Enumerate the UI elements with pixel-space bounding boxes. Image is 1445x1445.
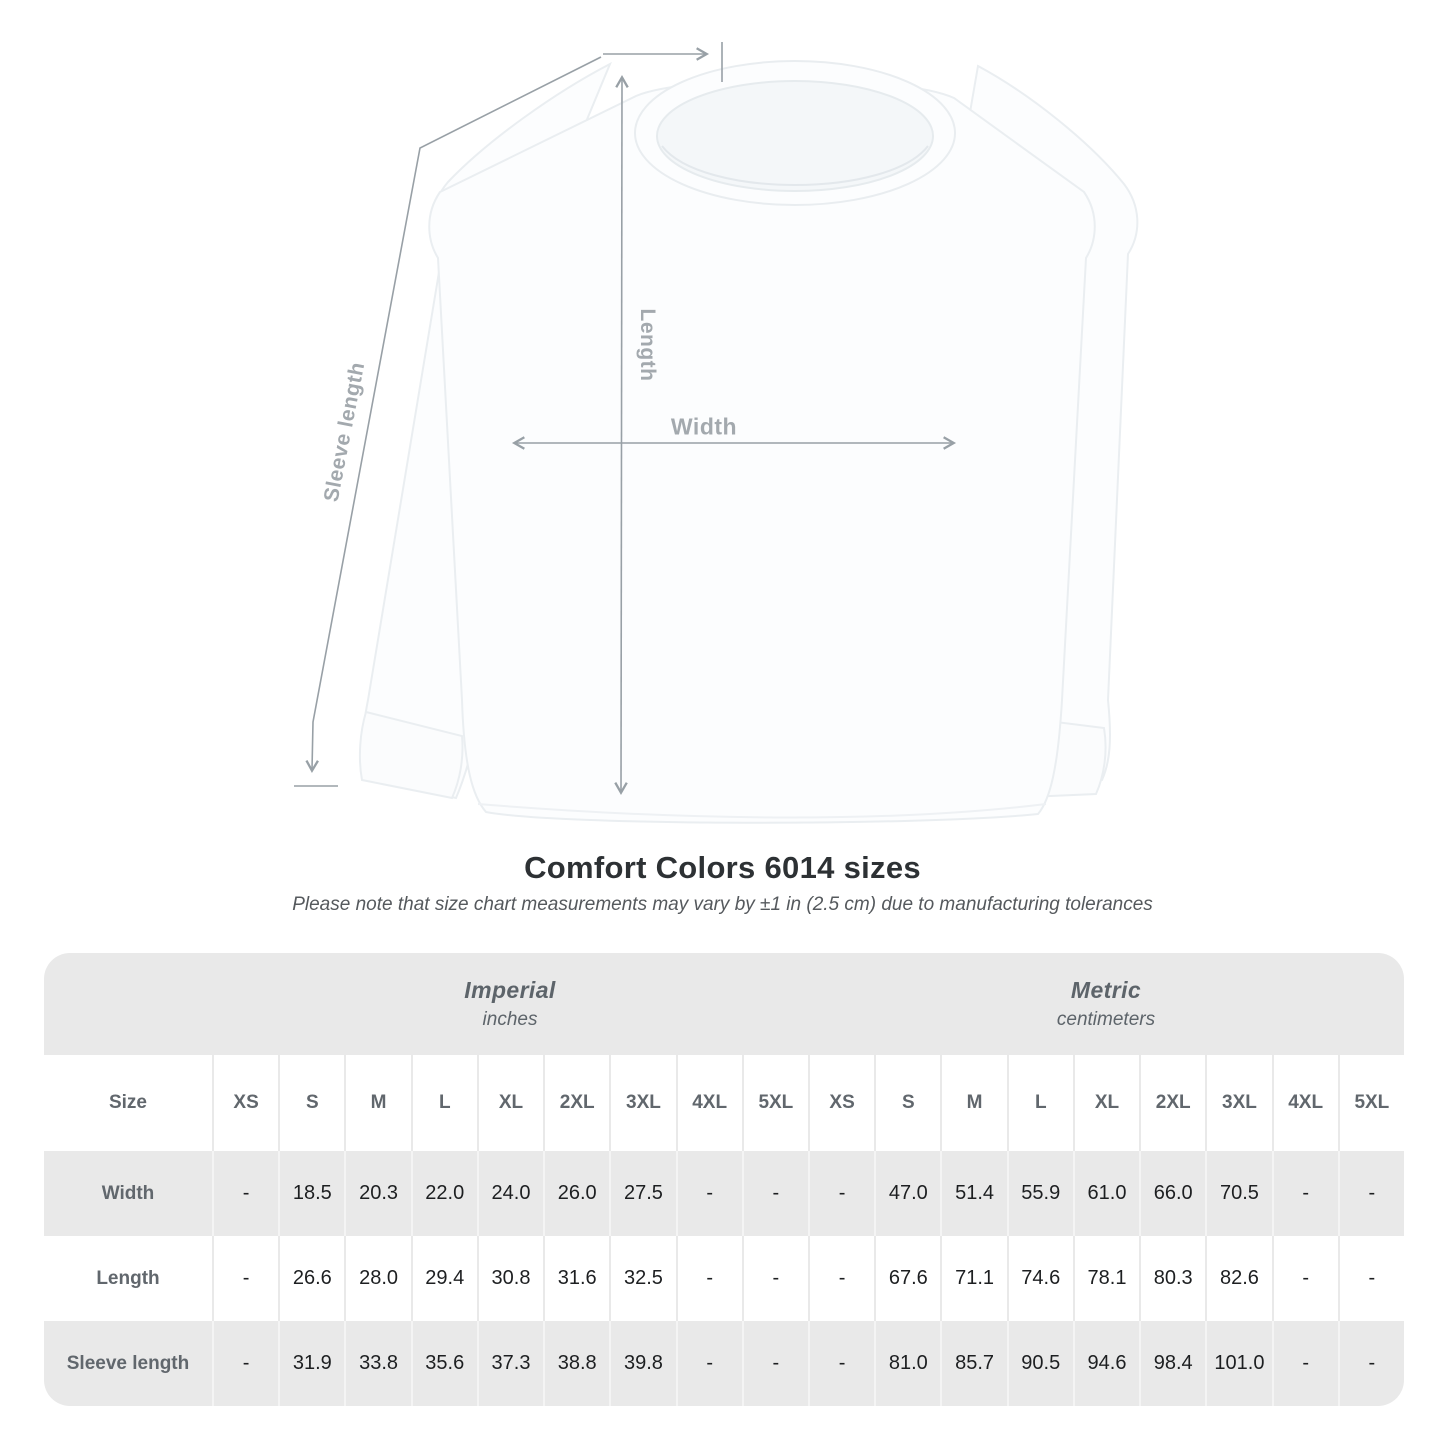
- table-row: Sleeve length -31.9 33.8 35.6 37.3 38.8 39.8- -…: [44, 1321, 1404, 1406]
- metric-value: -: [807, 1236, 874, 1321]
- imperial-value: -: [741, 1236, 808, 1321]
- imperial-value: 22.0: [410, 1151, 477, 1236]
- size-header-metric-4xl: 4XL: [1271, 1055, 1338, 1151]
- metric-value: 101.0: [1205, 1321, 1271, 1406]
- metric-value: 71.1: [940, 1236, 1006, 1321]
- row-label: Length: [96, 1267, 160, 1289]
- imperial-value: 30.8: [476, 1236, 543, 1321]
- size-header-metric-2xl: 2XL: [1139, 1055, 1205, 1151]
- imperial-value: 31.9: [278, 1321, 344, 1406]
- imperial-value: 37.3: [476, 1321, 543, 1406]
- imperial-value: 29.4: [410, 1236, 477, 1321]
- metric-value: 70.5: [1205, 1151, 1271, 1236]
- imperial-value: -: [741, 1151, 808, 1236]
- imperial-value: 35.6: [410, 1321, 477, 1406]
- metric-unit-header: Metric centimeters: [808, 953, 1404, 1055]
- metric-value: 67.6: [874, 1236, 940, 1321]
- imperial-value: 24.0: [476, 1151, 543, 1236]
- size-header-imperial-s: S: [278, 1055, 344, 1151]
- imperial-value: 28.0: [344, 1236, 410, 1321]
- width-label: Width: [670, 413, 738, 440]
- metric-value: 98.4: [1139, 1321, 1205, 1406]
- size-header-metric-3xl: 3XL: [1205, 1055, 1271, 1151]
- imperial-value: 39.8: [609, 1321, 675, 1406]
- tolerance-note: Please note that size chart measurements…: [292, 894, 1153, 915]
- metric-label: Metric: [1070, 977, 1142, 1003]
- shirt-measurement-diagram: Sleeve length Length Width: [294, 42, 1139, 824]
- metric-value: 55.9: [1006, 1151, 1073, 1236]
- metric-value: 82.6: [1205, 1236, 1271, 1321]
- metric-value: 85.7: [940, 1321, 1006, 1406]
- size-header-imperial-m: M: [344, 1055, 410, 1151]
- size-header-metric-m: M: [940, 1055, 1006, 1151]
- metric-value: -: [1337, 1321, 1404, 1406]
- row-label: Width: [101, 1182, 155, 1204]
- size-header-metric-5xl: 5XL: [1337, 1055, 1404, 1151]
- metric-value: 66.0: [1139, 1151, 1205, 1236]
- metric-value: 80.3: [1139, 1236, 1205, 1321]
- size-header-imperial-5xl: 5XL: [741, 1055, 808, 1151]
- imperial-value: -: [212, 1151, 278, 1236]
- imperial-value: 20.3: [344, 1151, 410, 1236]
- metric-value: -: [1271, 1151, 1338, 1236]
- imperial-unit-header: Imperial inches: [212, 953, 808, 1055]
- metric-value: -: [1337, 1236, 1404, 1321]
- metric-value: 90.5: [1006, 1321, 1073, 1406]
- imperial-value: -: [212, 1236, 278, 1321]
- metric-value: 47.0: [874, 1151, 940, 1236]
- shirt-illustration: [294, 42, 1139, 824]
- inches-label: inches: [482, 1009, 538, 1030]
- imperial-value: 32.5: [609, 1236, 675, 1321]
- imperial-value: -: [675, 1236, 742, 1321]
- imperial-value: -: [741, 1321, 808, 1406]
- imperial-value: -: [675, 1151, 742, 1236]
- size-header-metric-xs: XS: [807, 1055, 874, 1151]
- size-header-imperial-xs: XS: [212, 1055, 278, 1151]
- size-header-metric-l: L: [1006, 1055, 1073, 1151]
- shirt-shape: [358, 60, 1139, 824]
- metric-value: 74.6: [1006, 1236, 1073, 1321]
- metric-value: -: [807, 1321, 874, 1406]
- imperial-value: 27.5: [609, 1151, 675, 1236]
- size-header-metric-xl: XL: [1072, 1055, 1139, 1151]
- size-header-imperial-xl: XL: [476, 1055, 543, 1151]
- imperial-value: 31.6: [543, 1236, 609, 1321]
- row-label: Sleeve length: [66, 1352, 190, 1374]
- metric-value: 81.0: [874, 1321, 940, 1406]
- length-arrow: [614, 74, 629, 796]
- imperial-value: 33.8: [344, 1321, 410, 1406]
- size-header-imperial-2xl: 2XL: [543, 1055, 609, 1151]
- table-row: Length -26.6 28.0 29.4 30.8 31.6 32.5- - -67.6 71…: [44, 1236, 1404, 1321]
- metric-value: 78.1: [1072, 1236, 1139, 1321]
- imperial-value: 26.0: [543, 1151, 609, 1236]
- sleeve-length-arrow: [305, 56, 602, 774]
- table-row: Width -18.5 20.3 22.0 24.0 26.0 27.5- - -47.0 51.…: [44, 1151, 1404, 1236]
- size-header-metric-s: S: [874, 1055, 940, 1151]
- metric-value: -: [1271, 1236, 1338, 1321]
- metric-value: 61.0: [1072, 1151, 1139, 1236]
- imperial-label: Imperial: [464, 977, 556, 1003]
- size-grid: Size XS S M L XL 2XL 3XL 4XL 5XL XS S M L XL 2XL 3XL 4XL 5…: [44, 1055, 1404, 1406]
- length-label: Length: [636, 308, 659, 382]
- metric-value: -: [807, 1151, 874, 1236]
- size-header-imperial-l: L: [410, 1055, 477, 1151]
- size-table: Imperial inches Metric centimeters Size X…: [44, 953, 1404, 1406]
- size-column-header: Size: [108, 1092, 148, 1113]
- metric-value: -: [1271, 1321, 1338, 1406]
- imperial-value: 38.8: [543, 1321, 609, 1406]
- metric-value: 94.6: [1072, 1321, 1139, 1406]
- imperial-value: -: [212, 1321, 278, 1406]
- page-title: Comfort Colors 6014 sizes: [524, 850, 921, 885]
- centimeters-label: centimeters: [1056, 1009, 1156, 1030]
- size-header-imperial-3xl: 3XL: [609, 1055, 675, 1151]
- imperial-value: -: [675, 1321, 742, 1406]
- size-header-row: Size XS S M L XL 2XL 3XL 4XL 5XL XS S M L XL 2XL 3XL 4XL 5…: [44, 1055, 1404, 1151]
- unit-band-spacer: [44, 953, 212, 1055]
- metric-value: -: [1337, 1151, 1404, 1236]
- imperial-value: 26.6: [278, 1236, 344, 1321]
- size-header-imperial-4xl: 4XL: [675, 1055, 742, 1151]
- metric-value: 51.4: [940, 1151, 1006, 1236]
- imperial-value: 18.5: [278, 1151, 344, 1236]
- unit-header-band: Imperial inches Metric centimeters: [44, 953, 1404, 1055]
